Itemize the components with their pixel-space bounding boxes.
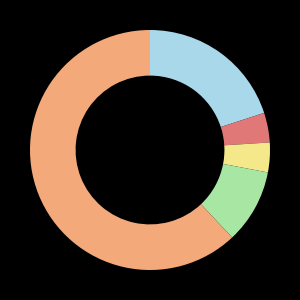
Wedge shape: [221, 113, 270, 145]
Wedge shape: [30, 30, 232, 270]
Wedge shape: [201, 164, 268, 238]
Wedge shape: [150, 30, 264, 127]
Wedge shape: [223, 142, 270, 172]
